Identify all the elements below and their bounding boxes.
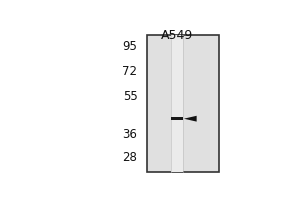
Bar bbox=[171, 35, 183, 172]
Bar bbox=[147, 35, 219, 172]
Text: 72: 72 bbox=[122, 65, 137, 78]
Text: 95: 95 bbox=[123, 40, 137, 53]
Polygon shape bbox=[184, 116, 197, 122]
Bar bbox=[171, 117, 183, 120]
Text: 36: 36 bbox=[123, 128, 137, 141]
Text: 28: 28 bbox=[123, 151, 137, 164]
Text: 55: 55 bbox=[123, 90, 137, 103]
Text: A549: A549 bbox=[161, 29, 193, 42]
